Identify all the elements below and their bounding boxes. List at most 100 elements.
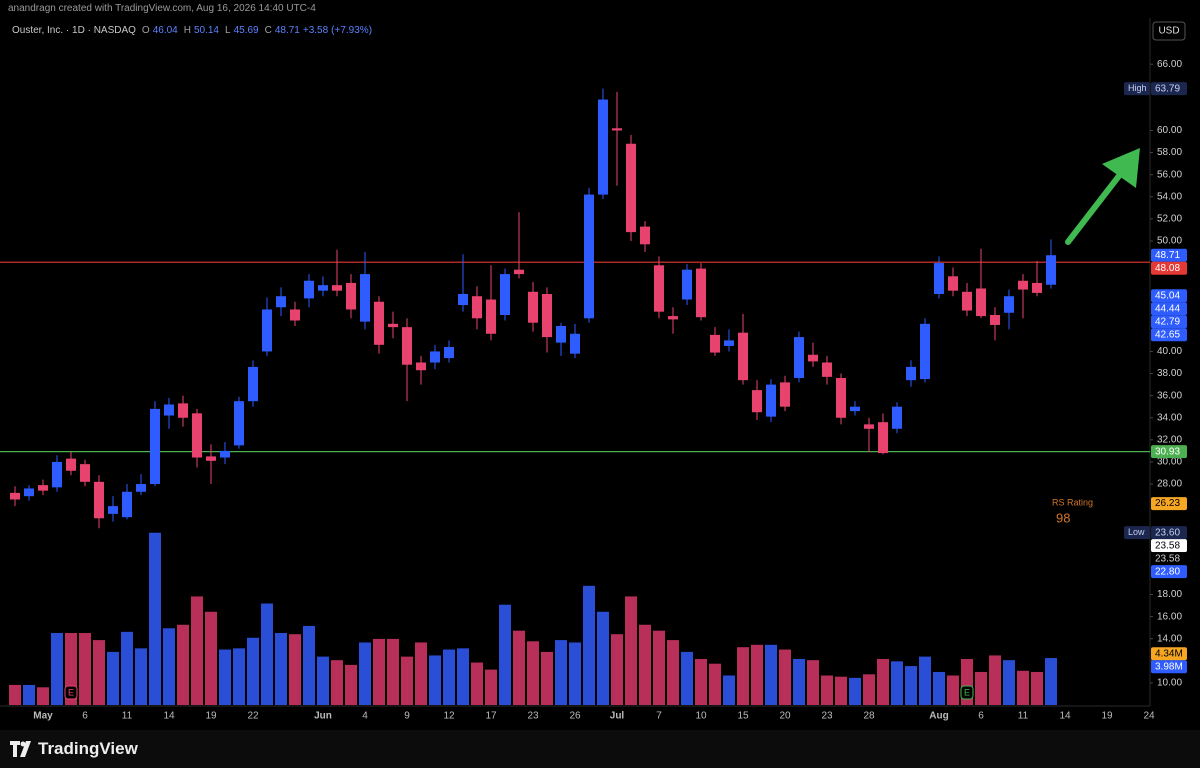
legend-key: O	[141, 25, 150, 36]
volume-bar	[219, 649, 231, 705]
volume-bar	[723, 675, 735, 705]
earnings-label: E	[68, 687, 74, 697]
legend-title: Ouster, Inc. · 1D · NASDAQ	[12, 25, 136, 36]
volume-bar	[667, 640, 679, 705]
candle-body	[10, 492, 20, 500]
volume-bar	[317, 656, 329, 705]
candle-body	[612, 128, 622, 131]
candle-body	[934, 263, 944, 294]
currency-box[interactable]	[1152, 21, 1186, 41]
price-label: 23.58	[1151, 552, 1187, 566]
candle-body	[458, 294, 468, 306]
volume-bar	[471, 662, 483, 705]
candle-body	[584, 194, 594, 319]
candle-body	[724, 340, 734, 346]
price-label-bg	[1151, 539, 1187, 553]
volume-bar	[779, 649, 791, 705]
candle-body	[682, 269, 692, 300]
candle-body	[766, 384, 776, 417]
earnings-box	[64, 685, 78, 700]
volume-bar	[709, 663, 721, 705]
y-tick-label: 34.00	[1157, 412, 1182, 423]
candle-body	[920, 323, 930, 380]
price-label-bg	[1151, 565, 1187, 579]
legend-value: 45.69	[233, 25, 259, 36]
legend-key: C	[264, 25, 272, 36]
candle-body	[990, 314, 1000, 325]
price-label-bg	[1151, 82, 1187, 96]
volume-bar	[989, 655, 1001, 705]
y-tick-label: 28.00	[1157, 479, 1182, 490]
chart: USD May 6 11 14 19 22 Jun 4 9 12 17 23 26 Jul 7 10 15 20 2…	[0, 18, 1187, 722]
volume-bar	[177, 624, 189, 705]
x-tick-label: May	[33, 711, 53, 722]
candle-body	[892, 406, 902, 429]
volume-bar	[163, 628, 175, 705]
y-tick-label: 50.00	[1157, 236, 1182, 247]
x-tick-label: 11	[1018, 711, 1029, 722]
volume-bar	[695, 658, 707, 705]
price-label-bg	[1151, 248, 1187, 262]
candle-body	[822, 362, 832, 377]
candle-body	[794, 337, 804, 378]
price-label-prefix-bg	[1124, 526, 1150, 540]
price-label: 4.34M	[1151, 647, 1187, 661]
candle-body	[976, 288, 986, 317]
credit: anandragn created with TradingView.com, …	[8, 3, 316, 14]
y-tick-label: 18.00	[1157, 589, 1182, 600]
volume-bar	[289, 634, 301, 705]
price-label-prefix: High	[1128, 83, 1147, 93]
x-tick-label: 7	[656, 711, 662, 722]
volume-bar	[639, 624, 651, 705]
price-label: 45.04	[1151, 289, 1187, 303]
volume-bar	[443, 649, 455, 705]
plot-area	[0, 88, 1150, 705]
volume-bar	[401, 656, 413, 705]
volume-bar	[849, 677, 861, 705]
volume-bar	[275, 633, 287, 705]
volume-bar	[877, 658, 889, 705]
price-label-text: 48.08	[1155, 263, 1180, 274]
price-label-text: 23.58	[1155, 553, 1180, 564]
price-label-bg	[1151, 289, 1187, 303]
candle-body	[430, 351, 440, 363]
candle-body	[1046, 255, 1056, 285]
candle-body	[290, 309, 300, 321]
candle-body	[388, 323, 398, 328]
volume-bar	[513, 630, 525, 705]
candle-body	[276, 296, 286, 308]
x-tick-label: 12	[443, 711, 455, 722]
volume-bar	[835, 676, 847, 705]
logo	[10, 741, 31, 757]
y-tick-label: 54.00	[1157, 191, 1182, 202]
candle-body	[304, 280, 314, 299]
volume-bar	[331, 660, 343, 705]
price-label-bg	[1151, 526, 1187, 540]
volume-bar	[751, 644, 763, 705]
candle-body	[52, 461, 62, 488]
x-tick-label: 6	[978, 711, 984, 722]
candle-body	[668, 316, 678, 320]
volume-bar	[359, 642, 371, 705]
candle-body	[556, 326, 566, 343]
price-label: 42.79	[1151, 315, 1187, 329]
volume-bar	[233, 648, 245, 705]
candle-body	[738, 332, 748, 381]
candle-body	[1032, 282, 1042, 293]
candle-body	[640, 226, 650, 245]
candle-body	[416, 362, 426, 371]
price-label: 23.60 Low	[1124, 526, 1187, 540]
legend-key: H	[183, 25, 191, 36]
volume-bar	[261, 603, 273, 705]
volume-bar	[555, 640, 567, 705]
candle-body	[178, 403, 188, 418]
price-label: 26.23	[1151, 497, 1187, 511]
volume-bar	[149, 532, 161, 705]
y-tick-label: 56.00	[1157, 169, 1182, 180]
x-tick-label: 19	[205, 711, 217, 722]
volume-bar	[863, 674, 875, 705]
legend-value: 46.04	[152, 25, 178, 36]
volume-bar	[933, 671, 945, 705]
price-label-bg	[1151, 261, 1187, 275]
volume-bar	[793, 658, 805, 705]
